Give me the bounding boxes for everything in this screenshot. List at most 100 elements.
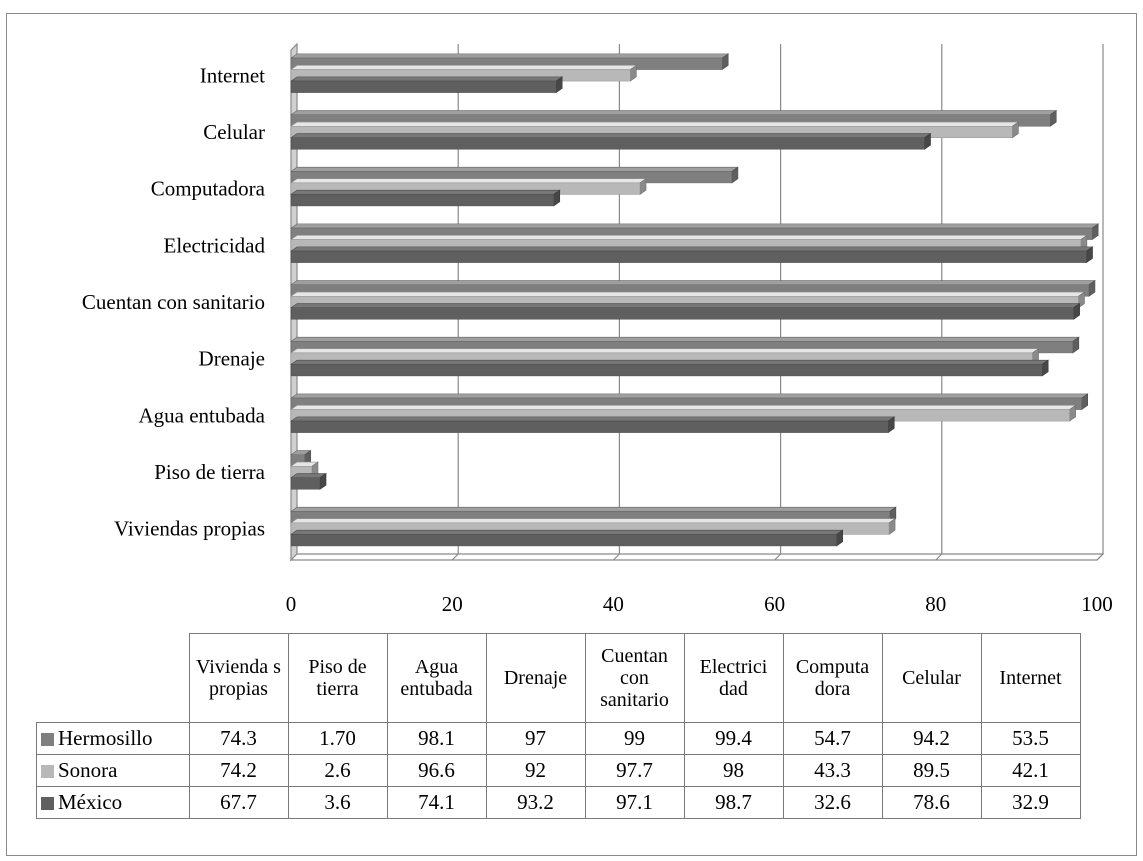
table-cell: 97.1 (584, 786, 685, 819)
bar-top-face (290, 178, 647, 184)
bar-top-face (290, 518, 897, 524)
table-cell: 2.6 (287, 754, 388, 787)
category-label: Piso de tierra (154, 460, 265, 484)
bar-top-face (290, 166, 739, 172)
bar-top-face (290, 189, 561, 195)
legend-entry: Hermosillo (36, 722, 190, 755)
bar-mxico (290, 80, 557, 93)
x-tick-label: 60 (764, 592, 785, 616)
table-cell: 92 (485, 754, 586, 787)
bar-top-face (290, 336, 1080, 342)
bar-top-face (290, 223, 1100, 229)
bar-top-face (290, 529, 844, 535)
table-cell: 32.6 (782, 786, 883, 819)
legend-swatch (41, 733, 54, 746)
category-label: Drenaje (199, 347, 265, 371)
bar-top-face (290, 110, 1058, 116)
table-cell: 97 (485, 722, 586, 755)
bar-top-face (290, 303, 1081, 309)
bar-top-face (290, 53, 730, 59)
table-cell: 97.7 (584, 754, 685, 787)
bar-top-face (290, 133, 932, 139)
gridline-foot (451, 553, 459, 561)
table-cell: 42.1 (980, 754, 1081, 787)
bar-top-face (290, 235, 1088, 240)
bar-top-face (290, 405, 1077, 410)
table-cell: 93.2 (485, 786, 586, 819)
plot-floor (289, 553, 1105, 561)
x-tick-label: 0 (286, 592, 297, 616)
table-cell: 54.7 (782, 722, 883, 755)
bar-mxico (290, 137, 925, 150)
category-label: Celular (203, 120, 265, 144)
table-row: Sonora 74.2 2.6 96.6 92 97.7 98 43.3 89.5 42.1 (36, 754, 1081, 787)
category-label: Internet (200, 63, 265, 87)
x-tick-label: 40 (603, 592, 624, 616)
table-cell: 43.3 (782, 754, 883, 787)
bar-mxico (290, 534, 837, 547)
column-header: Internet (980, 633, 1081, 723)
column-header: Vivienda s propias (188, 633, 289, 723)
table-cell: 94.2 (881, 722, 982, 755)
column-header: Agua entubada (386, 633, 487, 723)
category-label: Electricidad (164, 233, 266, 257)
table-cell: 78.6 (881, 786, 982, 819)
table-cell: 74.3 (188, 722, 289, 755)
table-cell: 98.7 (683, 786, 784, 819)
category-label: Cuentan con sanitario (82, 290, 265, 314)
legend-entry: Sonora (36, 754, 190, 787)
bar-top-face (290, 348, 1040, 354)
table-header-row: Vivienda s propias Piso de tierra Agua e… (36, 633, 1081, 723)
category-label: Computadora (151, 177, 266, 201)
x-tick-label: 80 (925, 592, 946, 616)
legend-label: Hermosillo (58, 726, 153, 750)
legend-label: Sonora (58, 758, 118, 782)
table-cell: 1.70 (287, 722, 388, 755)
category-label: Agua entubada (138, 403, 265, 427)
legend-entry: México (36, 786, 190, 819)
bar-mxico (290, 477, 321, 490)
table-cell: 96.6 (386, 754, 487, 787)
category-label: Viviendas propias (114, 517, 265, 541)
column-header: Celular (881, 633, 982, 723)
column-header: Computa dora (782, 633, 883, 723)
bar-mxico (290, 194, 555, 207)
bar-top-face (290, 393, 1089, 399)
table-cell: 32.9 (980, 786, 1081, 819)
bar-mxico (290, 250, 1087, 263)
gridline-foot (612, 553, 620, 561)
table-cell: 98.1 (386, 722, 487, 755)
x-tick-label: 100 (1081, 592, 1113, 616)
bar-mxico (290, 307, 1074, 320)
bar-top-face (290, 121, 1020, 127)
table-cell: 3.6 (287, 786, 388, 819)
table-cell: 67.7 (188, 786, 289, 819)
bar-chart: 0 20 40 60 80 100 Viviendas propias Piso de tie… (82, 42, 1113, 616)
table-cell: 74.2 (188, 754, 289, 787)
bar-top-face (290, 291, 1086, 297)
table-cell: 99 (584, 722, 685, 755)
bar-top-face (290, 76, 564, 82)
table-row: México 67.7 3.6 74.1 93.2 97.1 98.7 32.6 78.6 32.… (36, 786, 1081, 819)
table-row: Hermosillo 74.3 1.70 98.1 97 99 99.4 54.7 94.2 53… (36, 722, 1081, 755)
legend-swatch (41, 797, 54, 810)
bar-top-face (290, 65, 638, 70)
bar-mxico (290, 364, 1043, 377)
legend-swatch (41, 765, 54, 778)
bar-top-face (290, 280, 1096, 286)
gridline-foot (935, 553, 943, 561)
gridline-foot (774, 553, 782, 561)
bar-top-face (290, 416, 896, 422)
column-header: Cuentan con sanitario (584, 633, 685, 723)
bar-top-face (290, 246, 1094, 252)
table-cell: 98 (683, 754, 784, 787)
bar-top-face (290, 506, 897, 512)
table-cell: 74.1 (386, 786, 487, 819)
x-tick-label: 20 (442, 592, 463, 616)
column-header: Piso de tierra (287, 633, 388, 723)
legend-label: México (58, 790, 123, 814)
bar-mxico (290, 420, 889, 433)
table-cell: 89.5 (881, 754, 982, 787)
table-cell: 53.5 (980, 722, 1081, 755)
column-header: Electrici dad (683, 633, 784, 723)
